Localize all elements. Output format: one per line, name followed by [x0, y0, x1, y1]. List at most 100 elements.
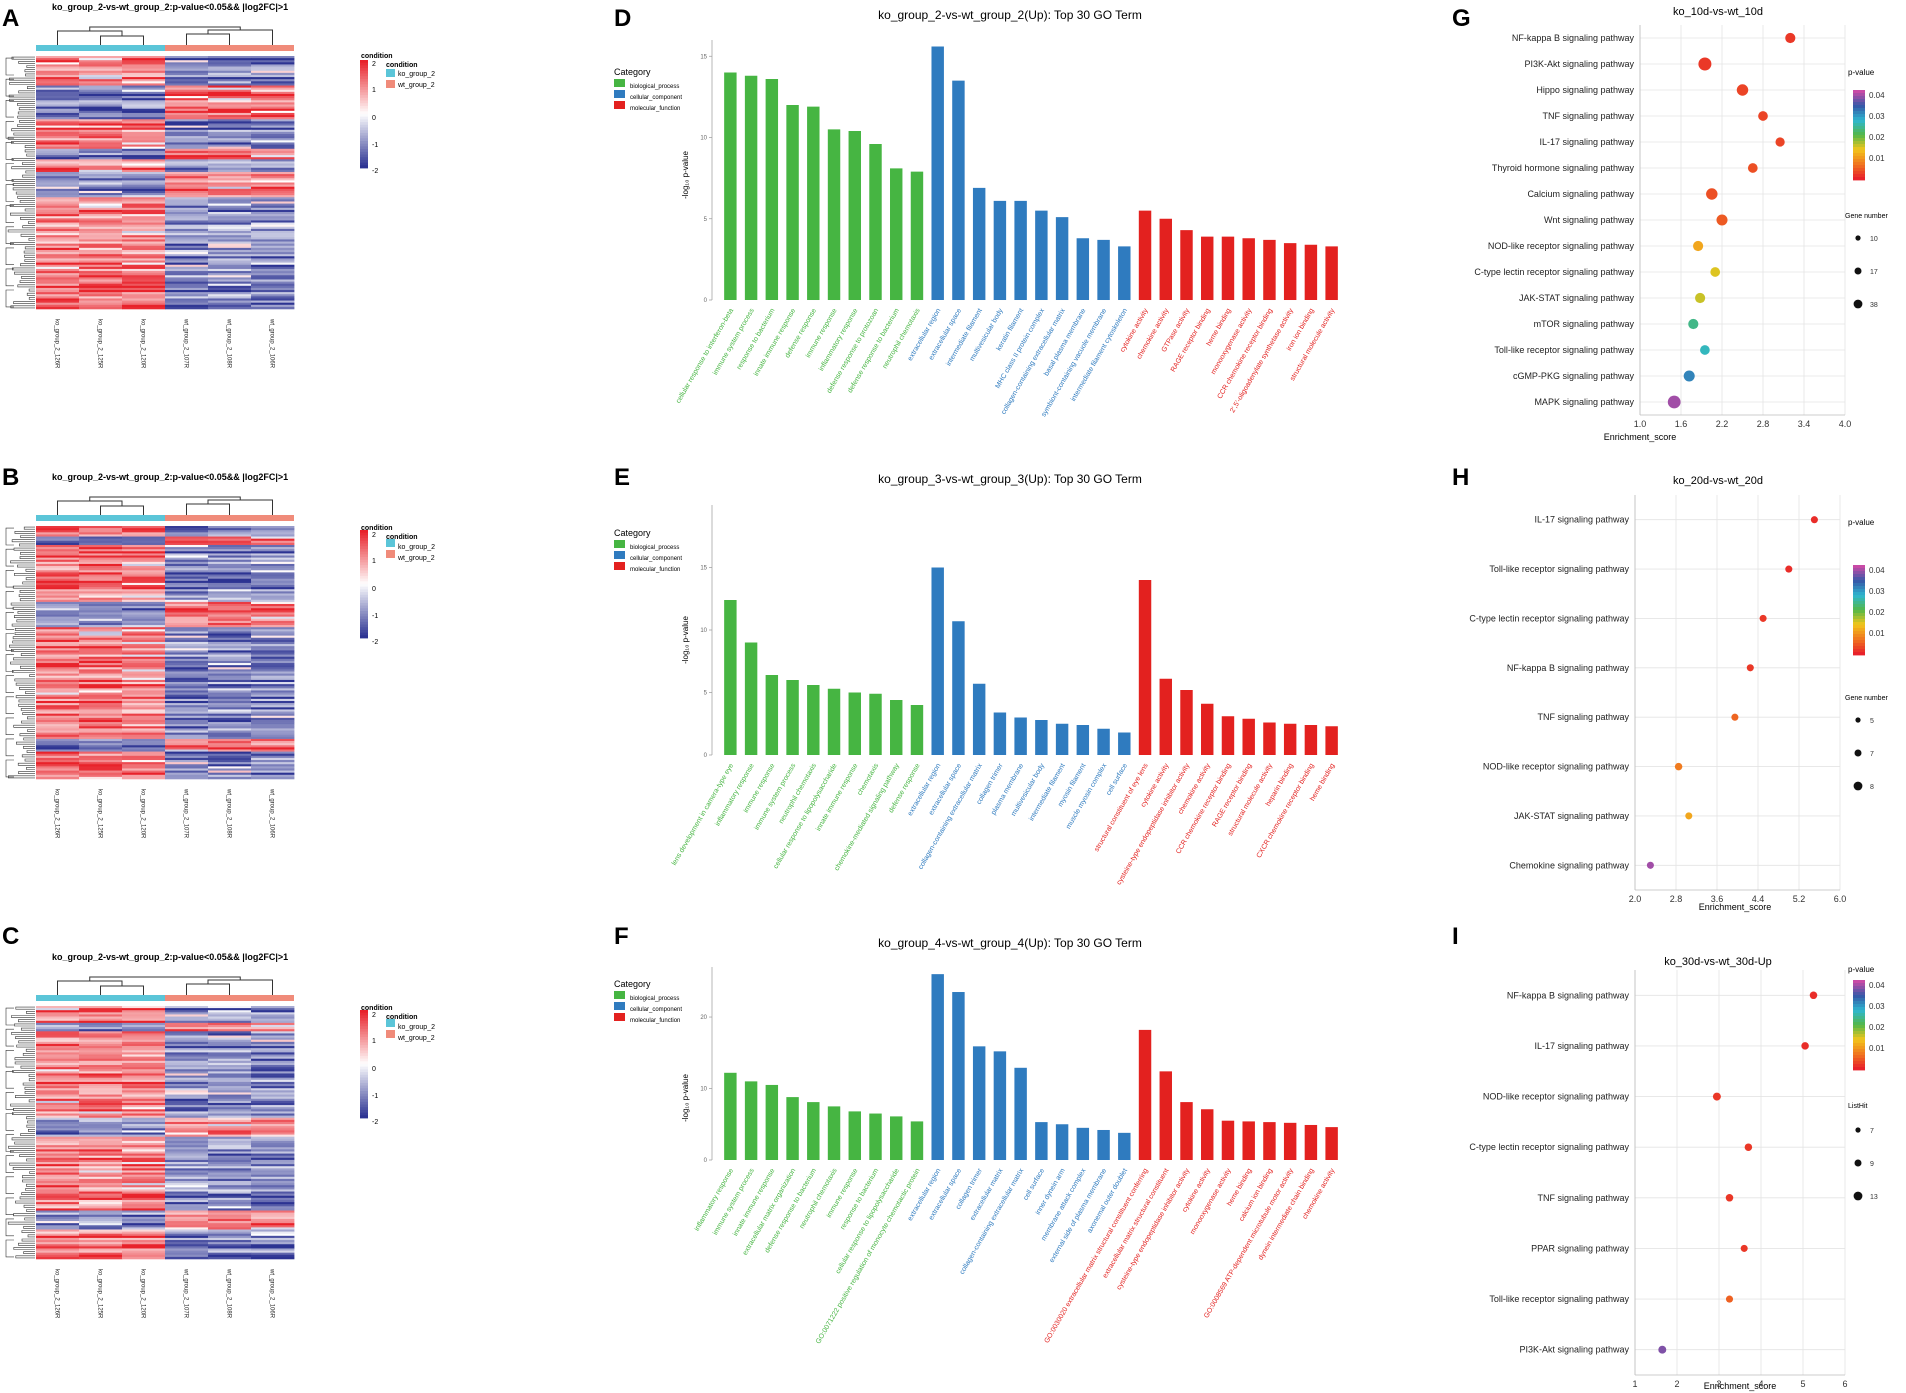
heatmap-cell [165, 747, 209, 750]
heatmap-cell [208, 574, 252, 577]
pvalue-colorbar-segment [1853, 640, 1865, 644]
pathway-dot [1809, 991, 1818, 1000]
heatmap-cell [122, 58, 166, 61]
heatmap-cell [251, 1147, 295, 1150]
row-dendrogram-branch [29, 674, 35, 677]
heatmap-cell [165, 216, 209, 219]
heatmap-cell [165, 629, 209, 632]
heatmap-cell [36, 1048, 80, 1051]
heatmap-cell [122, 557, 166, 561]
row-dendrogram-branch [5, 1134, 14, 1152]
row-dendrogram-branch [13, 301, 35, 304]
bar [765, 675, 779, 755]
heatmap-cell [165, 304, 209, 308]
bar-chart-d-legend-cc: cellular_component [630, 95, 682, 101]
heatmap-cell [251, 538, 295, 542]
heatmap-cell [251, 650, 295, 653]
heatmap-scale-segment [360, 141, 368, 145]
heatmap-cell [79, 1086, 123, 1089]
heatmap-cell [251, 675, 295, 679]
pvalue-colorbar-segment [1853, 141, 1865, 145]
heatmap-cell [122, 100, 166, 103]
heatmap-cell [79, 743, 123, 746]
heatmap-cell [165, 180, 209, 183]
heatmap-cell [165, 700, 209, 704]
heatmap-cell [122, 1121, 166, 1125]
heatmap-cell [208, 1071, 252, 1074]
heatmap-cell [79, 66, 123, 69]
heatmap-cell [36, 1250, 80, 1253]
heatmap-cell [122, 732, 166, 736]
bar [827, 1106, 841, 1160]
heatmap-cell [251, 656, 295, 660]
heatmap-cell [208, 732, 252, 736]
heatmap-cell [122, 671, 166, 674]
heatmap-cell [251, 561, 295, 565]
heatmap-cell [208, 285, 252, 289]
pvalue-colorbar-segment [1853, 586, 1865, 590]
row-dendrogram-branch [12, 640, 35, 644]
heatmap-cell [36, 762, 80, 765]
heatmap-cell [208, 580, 252, 584]
heatmap-cell [36, 127, 80, 131]
dot-titles: ko_10d-vs-wt_10d ko_20d-vs-wt_20d ko_30d… [1664, 6, 1772, 968]
heatmap-cell [165, 117, 209, 120]
heatmap-cell [36, 1143, 80, 1146]
heatmap-cell [208, 1067, 252, 1070]
row-dendrogram-branch [5, 1218, 14, 1237]
heatmap-cell [122, 1115, 166, 1119]
heatmap-cell [79, 1092, 123, 1095]
heatmap-scale-segment [360, 1045, 368, 1049]
heatmap-cell [122, 667, 166, 670]
legend-swatch-bp [614, 79, 625, 87]
heatmap-cell [122, 1208, 166, 1211]
pvalue-colorbar [1853, 90, 1865, 181]
heatmap-cell [251, 117, 295, 120]
heatmap-cell [165, 190, 209, 194]
heatmap-cell [165, 1012, 209, 1015]
heatmap-cell [79, 1071, 123, 1074]
heatmap-cell [79, 671, 123, 674]
heatmap-cell [208, 171, 252, 175]
pvalue-colorbar-segment [1853, 631, 1865, 635]
heatmap-scale-segment [360, 124, 368, 128]
heatmap-cell [36, 1216, 80, 1220]
size-legend-dot [1853, 299, 1863, 309]
bar [848, 692, 861, 755]
heatmap-cell [79, 1225, 123, 1228]
heatmap-cell [165, 601, 209, 605]
heatmap-cell [208, 266, 252, 270]
row-dendrogram-branch [17, 564, 35, 568]
heatmap-cell [36, 197, 80, 200]
row-dendrogram-branch [5, 1071, 14, 1089]
heatmap-cell [122, 682, 166, 685]
heatmap-cell [251, 631, 295, 634]
heatmap-cell [79, 176, 123, 179]
heatmap-scale-segment [360, 1023, 368, 1027]
heatmap-cell [79, 616, 123, 620]
heatmap-cell [79, 186, 123, 190]
heatmap-cell [251, 540, 295, 544]
heatmap-cell [208, 199, 252, 202]
row-dendrogram-branch [20, 217, 35, 220]
heatmap-cell [36, 1246, 80, 1249]
heatmap-cell [251, 1100, 295, 1104]
heatmap-cell [165, 212, 209, 215]
x-tick-label: 3.4 [1798, 419, 1811, 429]
bar-category-label: response to bacterium [840, 1167, 881, 1231]
heatmap-cell [36, 254, 80, 257]
heatmap-cell [36, 1145, 80, 1148]
dendrogram-branch [89, 496, 241, 501]
heatmap-cell [251, 1168, 295, 1171]
row-dendrogram-branch [28, 1099, 35, 1103]
heatmap-cell [165, 749, 209, 752]
heatmap-cell [208, 1056, 252, 1060]
bar [1076, 725, 1090, 755]
heatmap-cell [165, 1166, 209, 1169]
heatmap-cell [208, 87, 252, 91]
bar-chart-d-legend-mf: molecular_function [630, 106, 680, 112]
heatmap-scale-segment [360, 68, 368, 72]
row-dendrogram-branch [10, 560, 35, 564]
pvalue-colorbar-segment [1853, 114, 1865, 118]
bar [848, 131, 861, 300]
